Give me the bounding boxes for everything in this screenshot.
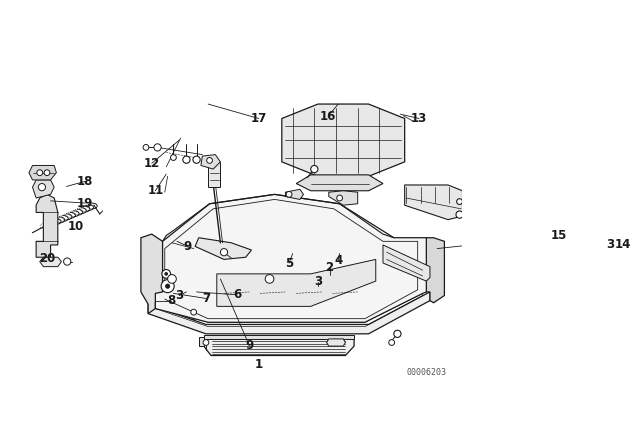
Circle shape: [337, 195, 342, 201]
Text: 16: 16: [320, 110, 336, 123]
Circle shape: [164, 272, 168, 276]
Circle shape: [161, 280, 174, 293]
Polygon shape: [204, 339, 354, 356]
Text: 6: 6: [233, 289, 241, 302]
Circle shape: [37, 170, 43, 176]
Polygon shape: [326, 339, 346, 346]
Text: 12: 12: [143, 157, 160, 170]
Circle shape: [207, 158, 212, 164]
Circle shape: [463, 220, 468, 225]
Polygon shape: [141, 234, 163, 314]
Polygon shape: [404, 185, 463, 220]
Polygon shape: [195, 238, 252, 259]
Circle shape: [143, 145, 149, 150]
Polygon shape: [29, 165, 56, 180]
Circle shape: [154, 144, 161, 151]
Polygon shape: [329, 191, 358, 205]
Circle shape: [457, 199, 463, 204]
Polygon shape: [383, 245, 430, 281]
Circle shape: [63, 258, 71, 265]
Polygon shape: [36, 194, 58, 257]
Text: 20: 20: [39, 252, 55, 265]
Text: 8: 8: [167, 294, 175, 307]
Text: 15: 15: [550, 229, 567, 242]
Polygon shape: [296, 175, 383, 191]
Circle shape: [166, 284, 170, 289]
Polygon shape: [148, 292, 430, 334]
Polygon shape: [152, 279, 201, 303]
Polygon shape: [204, 335, 354, 339]
Text: 11: 11: [147, 184, 163, 197]
Text: 3: 3: [607, 238, 614, 251]
Text: 9: 9: [245, 339, 253, 352]
Circle shape: [311, 165, 318, 172]
Polygon shape: [285, 190, 303, 199]
Circle shape: [162, 270, 170, 278]
Polygon shape: [156, 194, 426, 322]
Circle shape: [44, 170, 50, 176]
Polygon shape: [198, 337, 204, 346]
Polygon shape: [201, 155, 220, 169]
Text: 7: 7: [202, 292, 210, 305]
Circle shape: [394, 330, 401, 337]
Circle shape: [38, 184, 45, 191]
Text: 3: 3: [314, 276, 322, 289]
Text: 5: 5: [285, 257, 293, 270]
Text: 2: 2: [326, 261, 333, 274]
Circle shape: [183, 156, 190, 164]
Text: 00006203: 00006203: [406, 368, 446, 377]
Text: 14: 14: [614, 238, 631, 251]
Text: 1: 1: [255, 358, 263, 370]
Circle shape: [465, 206, 469, 210]
Text: 19: 19: [77, 197, 93, 210]
Text: 3: 3: [175, 289, 183, 302]
Polygon shape: [426, 238, 444, 303]
Text: 13: 13: [411, 112, 428, 125]
Circle shape: [191, 309, 196, 315]
Circle shape: [168, 275, 176, 283]
Polygon shape: [217, 259, 376, 306]
Circle shape: [170, 155, 176, 160]
Polygon shape: [40, 257, 61, 267]
Circle shape: [193, 156, 200, 164]
Circle shape: [265, 275, 274, 283]
Circle shape: [456, 211, 463, 218]
Polygon shape: [282, 104, 404, 177]
Polygon shape: [157, 301, 201, 321]
Text: 4: 4: [334, 254, 342, 267]
Circle shape: [286, 191, 292, 197]
Polygon shape: [208, 162, 220, 187]
Text: 17: 17: [251, 112, 267, 125]
Text: 10: 10: [68, 220, 84, 233]
Circle shape: [203, 340, 209, 345]
Text: 18: 18: [77, 175, 93, 188]
Circle shape: [388, 340, 394, 345]
Polygon shape: [33, 180, 54, 198]
Circle shape: [220, 249, 228, 256]
Text: 9: 9: [184, 240, 192, 253]
